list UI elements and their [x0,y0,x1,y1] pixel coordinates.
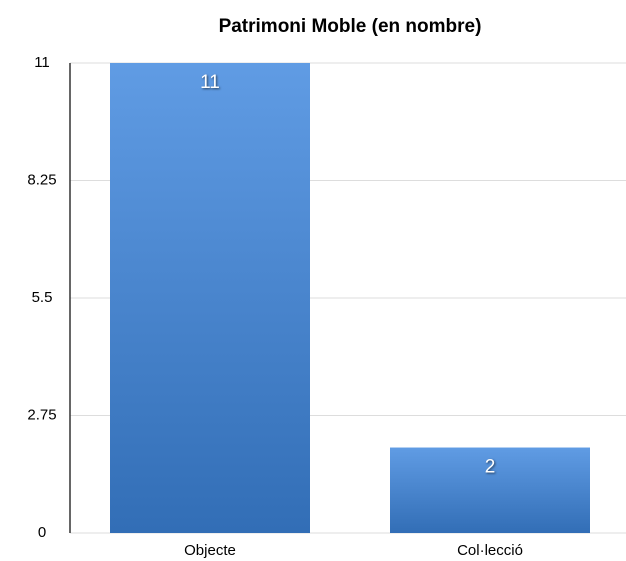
y-tick-label: 2.75 [27,406,56,423]
y-tick-label: 0 [38,524,46,541]
y-tick-label: 11 [34,54,50,71]
data-label: 2 [485,457,496,478]
x-tick-label: Col·lecció [457,542,523,559]
x-tick-label: Objecte [184,542,236,559]
y-tick-label: 8.25 [27,171,56,188]
chart-title: Patrimoni Moble (en nombre) [219,16,482,37]
bar-shade [110,63,310,533]
data-label: 11 [200,72,220,93]
bar-shade [390,447,590,533]
y-tick-label: 5.5 [32,289,53,306]
